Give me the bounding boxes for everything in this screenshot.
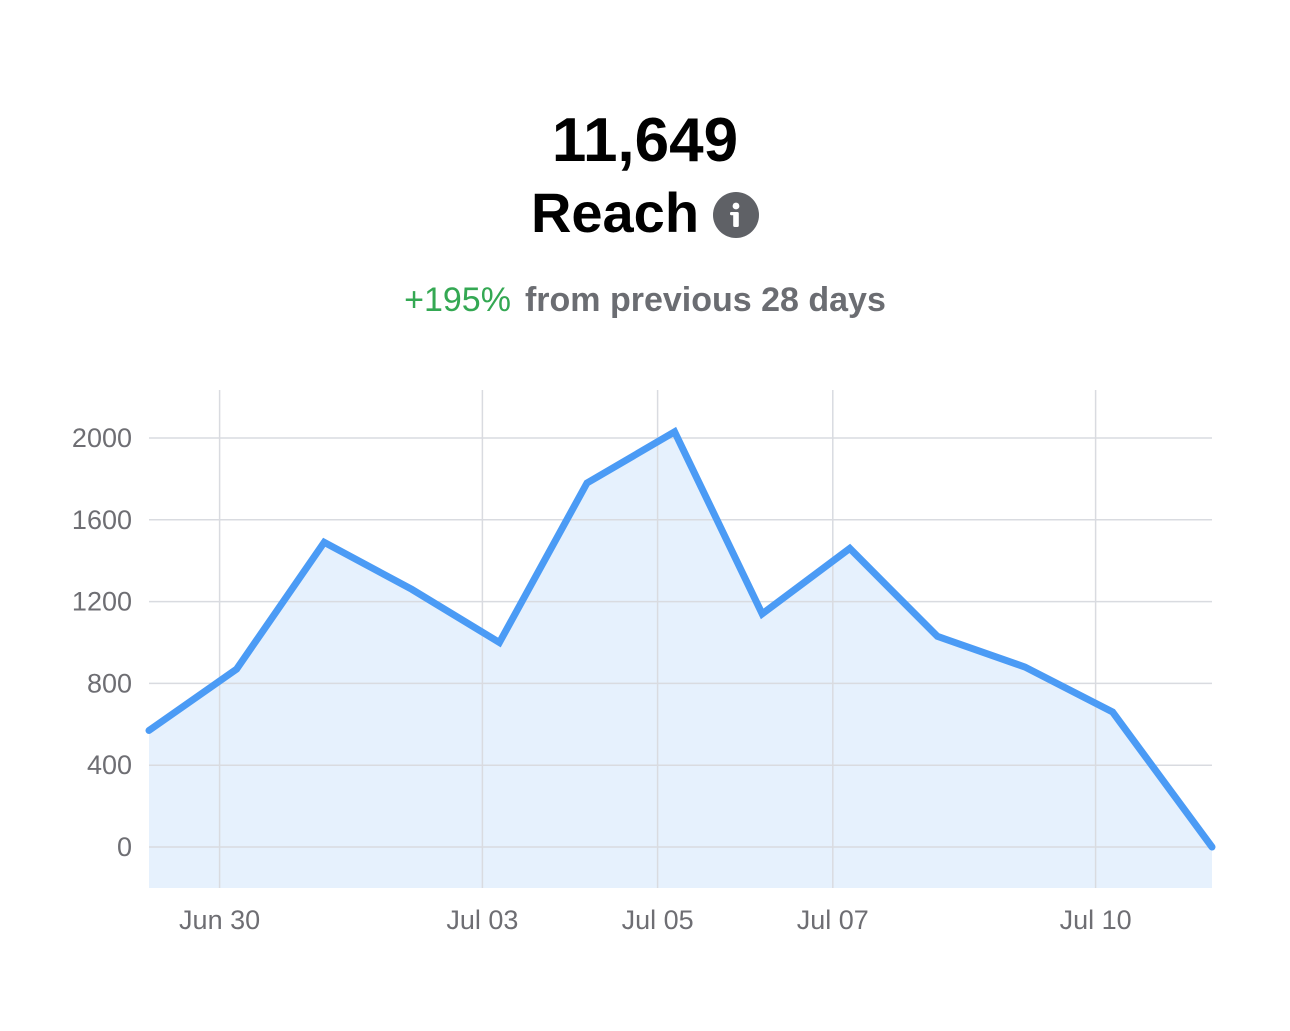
y-tick-label: 400 — [87, 750, 132, 780]
metric-label: Reach — [530, 181, 700, 244]
data-point — [1109, 709, 1116, 716]
y-tick-label: 0 — [117, 832, 132, 862]
metric-title-row: Reach — [0, 178, 1290, 248]
data-point — [408, 586, 415, 593]
area-fill — [149, 431, 1212, 888]
x-tick-label: Jul 10 — [1060, 905, 1132, 935]
data-point — [1209, 844, 1216, 851]
info-icon[interactable] — [713, 192, 760, 238]
y-tick-label: 2000 — [72, 423, 132, 453]
change-description: from previous 28 days — [524, 281, 886, 319]
data-point — [146, 727, 153, 734]
data-point — [584, 479, 591, 486]
data-point — [671, 428, 678, 435]
reach-series-line — [145, 426, 1216, 851]
y-tick-label: 1600 — [72, 505, 132, 535]
change-summary: +195% from previous 28 days — [0, 278, 1290, 322]
y-tick-label: 1200 — [72, 587, 132, 617]
data-point — [846, 545, 853, 552]
data-point — [1022, 664, 1029, 671]
data-point — [496, 639, 503, 646]
x-tick-label: Jul 03 — [446, 905, 518, 935]
x-tick-label: Jul 05 — [622, 905, 694, 935]
data-point — [934, 633, 941, 640]
x-tick-label: Jul 07 — [797, 905, 869, 935]
data-point — [759, 610, 766, 617]
data-point — [321, 539, 328, 546]
change-percentage: +195% — [404, 281, 511, 319]
reach-total: 11,649 — [551, 106, 739, 175]
y-tick-label: 800 — [87, 668, 132, 698]
x-tick-label: Jun 30 — [179, 905, 260, 935]
data-point — [233, 666, 240, 673]
